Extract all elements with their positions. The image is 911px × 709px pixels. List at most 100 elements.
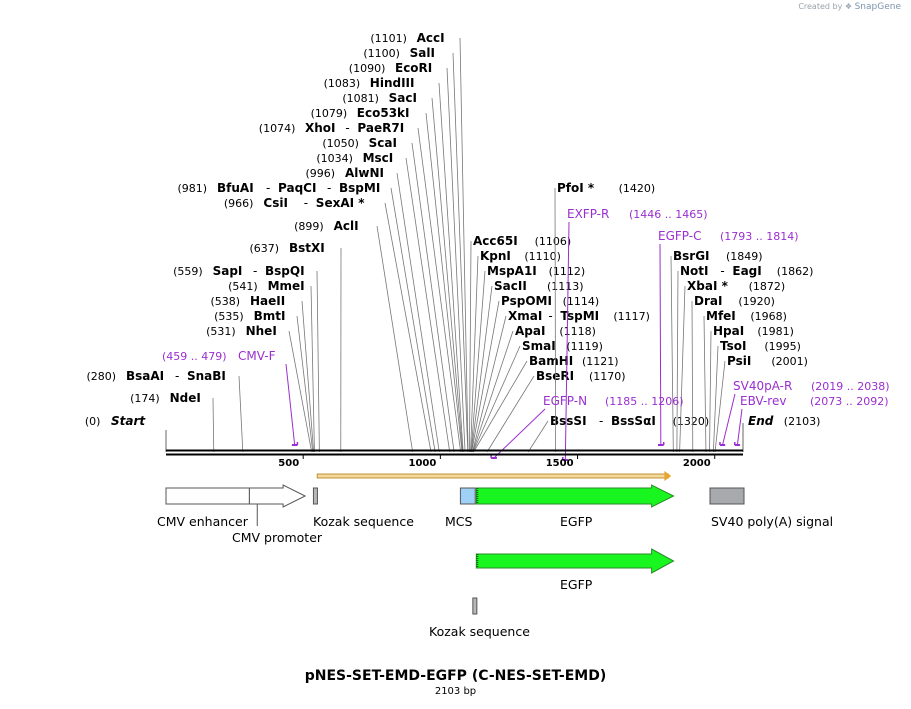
site-separator: - (266, 181, 270, 195)
primer-egfp-n-range: (1185 .. 1206) (605, 395, 684, 408)
site-label-mmei: MmeI (268, 279, 305, 293)
feature-kozak-sequence-label: Kozak sequence (429, 624, 530, 639)
ruler-tick-label: 1000 (409, 458, 437, 469)
site-leader-line (691, 300, 694, 453)
site-leader-line (470, 285, 493, 453)
site-position-label: (1320) (673, 415, 710, 428)
feature-kozak-sequence-box (472, 597, 478, 615)
feature-cmv-enhancer-label: CMV enhancer (157, 514, 249, 529)
site-leader-line (417, 127, 462, 453)
site-label-bspmi: BspMI (339, 181, 380, 195)
site-leader-line (527, 420, 549, 453)
site-position-label: (280) (87, 370, 117, 383)
primer-egfp-c-leader (659, 243, 662, 446)
site-leader-line (396, 172, 440, 453)
primer-exfp-r-range: (1446 .. 1465) (629, 208, 708, 221)
site-position-label: (1420) (619, 182, 656, 195)
feature-egfp-arrow (475, 548, 675, 574)
site-label-scai: ScaI (369, 136, 397, 150)
site-position-label: (538) (211, 295, 241, 308)
site-label-ndei: NdeI (170, 391, 201, 405)
site-label-xhoi: XhoI (305, 121, 336, 135)
site-position-label: (0) (85, 415, 101, 428)
site-label-nhei: NheI (246, 324, 277, 338)
site-position-label: (1113) (547, 280, 584, 293)
site-separator: - (175, 369, 179, 383)
site-position-label: (1981) (757, 325, 794, 338)
site-label-tspmi: TspMI (560, 309, 599, 323)
site-label-hindiii: HindIII (370, 76, 415, 90)
feature-cmv-promoter-label: CMV promoter (232, 530, 323, 545)
site-position-label: (541) (228, 280, 258, 293)
snapgene-credit: Created by ❖ SnapGene (798, 2, 901, 12)
site-label-bsssi: BssSI (550, 414, 587, 428)
site-label-eco53ki: Eco53kI (357, 106, 410, 120)
site-position-label: (1121) (582, 355, 619, 368)
site-leader-line (452, 52, 469, 453)
site-label-acc65i: Acc65I (473, 234, 518, 248)
primer-egfp-n-label: EGFP-N (543, 394, 587, 408)
site-label-snabi: SnaBI (187, 369, 226, 383)
feature-kozak-sequence-label: Kozak sequence (313, 514, 414, 529)
site-position-label: (1920) (738, 295, 775, 308)
site-label-bmti: BmtI (254, 309, 286, 323)
site-label-paqci: PaqCI (278, 181, 316, 195)
site-position-label: (1170) (589, 370, 626, 383)
site-leader-line (473, 360, 528, 453)
site-label-bstxi: BstXI (289, 241, 325, 255)
site-label-pspomi: PspOMI (501, 294, 552, 308)
site-label-bfuai: BfuAI (217, 181, 254, 195)
site-label-smai: SmaI (522, 339, 556, 353)
site-leader-line (405, 157, 451, 453)
site-position-label: (1995) (764, 340, 801, 353)
site-position-label: (1106) (535, 235, 572, 248)
site-label-bsss-i: BssSαI (611, 414, 656, 428)
site-position-label: (1968) (750, 310, 787, 323)
site-label-alwni: AlwNI (345, 166, 384, 180)
ruler-tick-label: 2000 (683, 458, 711, 469)
feature-egfp-label: EGFP (560, 577, 593, 592)
site-position-label: (1034) (316, 152, 353, 165)
site-leader-line (301, 300, 315, 453)
site-position-label: (1119) (566, 340, 603, 353)
site-label-bsrgi: BsrGI (673, 249, 710, 263)
site-position-label: (174) (130, 392, 160, 405)
site-leader-line (459, 37, 469, 453)
site-leader-line (425, 112, 463, 453)
site-label-sexai: SexAI * (316, 196, 365, 210)
site-leader-line (554, 187, 557, 453)
ruler-tick-label: 1500 (546, 458, 574, 469)
site-leader-line (712, 345, 719, 453)
site-position-label: (1081) (342, 92, 379, 105)
site-leader-line (676, 270, 679, 453)
site-label-pfoi: PfoI * (557, 181, 595, 195)
feature-egfp-label: EGFP (560, 514, 593, 529)
site-separator: - (253, 264, 257, 278)
ruler-tick-label: 500 (278, 458, 299, 469)
site-label-haeii: HaeII (250, 294, 285, 308)
site-leader-line (679, 285, 686, 453)
plasmid-name: pNES-SET-EMD-EGFP (C-NES-SET-EMD) (304, 668, 607, 684)
site-position-label: (1110) (524, 250, 561, 263)
site-leader-line (703, 315, 707, 453)
site-position-label: (1849) (726, 250, 763, 263)
site-leader-line (288, 330, 313, 453)
site-label-sacii: SacII (494, 279, 527, 293)
site-label-eagi: EagI (732, 264, 761, 278)
site-leader-line (471, 300, 500, 453)
primer-ebv-rev-range: (2073 .. 2092) (810, 395, 889, 408)
site-position-label: (1074) (259, 122, 296, 135)
feature-sv40-poly-a-signal-box (709, 487, 745, 505)
site-label-saci: SacI (389, 91, 417, 105)
primer-egfp-c-label: EGFP-C (658, 229, 701, 243)
primer-sv40pa-r-range: (2019 .. 2038) (811, 380, 890, 393)
site-leader-line (714, 360, 726, 453)
site-label-sali: SalI (410, 46, 435, 60)
site-leader-line (212, 397, 215, 453)
primer-ebv-rev-label: EBV-rev (740, 394, 786, 408)
site-label-sapi: SapI (213, 264, 243, 278)
site-position-label: (559) (173, 265, 203, 278)
snapgene-logo-icon: ❖ (844, 2, 853, 11)
site-position-label: (535) (214, 310, 244, 323)
